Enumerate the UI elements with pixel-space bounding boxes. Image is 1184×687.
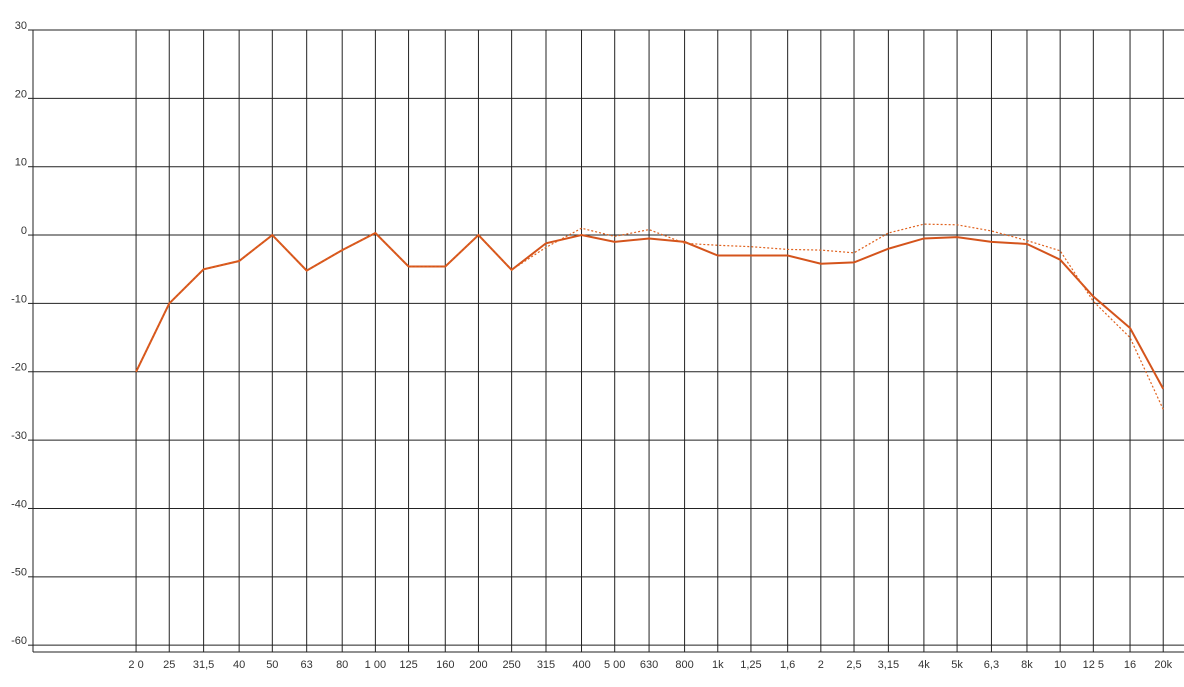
x-tick-label: 40	[233, 659, 245, 671]
x-tick-label: 31,5	[193, 659, 214, 671]
y-tick-label: 30	[15, 20, 27, 32]
x-tick-label: 3,15	[878, 659, 899, 671]
x-tick-label: 630	[640, 659, 658, 671]
y-tick-label: 20	[15, 88, 27, 100]
y-tick-label: -10	[11, 293, 27, 305]
x-tick-label: 5k	[951, 659, 963, 671]
x-tick-label: 25	[163, 659, 175, 671]
x-tick-label: 1,6	[780, 659, 795, 671]
series-line	[135, 223, 1164, 410]
x-tick-label: 315	[537, 659, 555, 671]
x-tick-label: 8k	[1021, 659, 1033, 671]
x-tick-label: 4k	[918, 659, 930, 671]
y-tick-label: 10	[15, 157, 27, 169]
x-tick-label: 400	[572, 659, 590, 671]
x-tick-label: 16	[1124, 659, 1136, 671]
y-tick-label: -40	[11, 498, 27, 510]
x-tick-label: 1,25	[740, 659, 761, 671]
x-tick-label: 50	[266, 659, 278, 671]
x-tick-label: 80	[336, 659, 348, 671]
x-tick-label: 160	[436, 659, 454, 671]
x-tick-label: 63	[301, 659, 313, 671]
x-tick-label: 200	[469, 659, 487, 671]
x-tick-label: 10	[1054, 659, 1066, 671]
y-tick-label: -20	[11, 362, 27, 374]
x-tick-label: 2	[818, 659, 824, 671]
x-tick-label: 6,3	[984, 659, 999, 671]
x-tick-label: 5 00	[604, 659, 625, 671]
x-tick-label: 1k	[712, 659, 724, 671]
x-tick-label: 2 0	[128, 659, 143, 671]
y-tick-label: 0	[21, 225, 27, 237]
x-tick-label: 1 00	[365, 659, 386, 671]
x-tick-label: 125	[399, 659, 417, 671]
x-tick-label: 800	[675, 659, 693, 671]
x-tick-label: 250	[502, 659, 520, 671]
x-tick-label: 20k	[1154, 659, 1172, 671]
y-tick-label: -50	[11, 567, 27, 579]
y-tick-label: -60	[11, 635, 27, 647]
y-tick-label: -30	[11, 430, 27, 442]
series-line	[135, 231, 1165, 390]
x-tick-label: 12 5	[1083, 659, 1104, 671]
x-tick-label: 2,5	[846, 659, 861, 671]
